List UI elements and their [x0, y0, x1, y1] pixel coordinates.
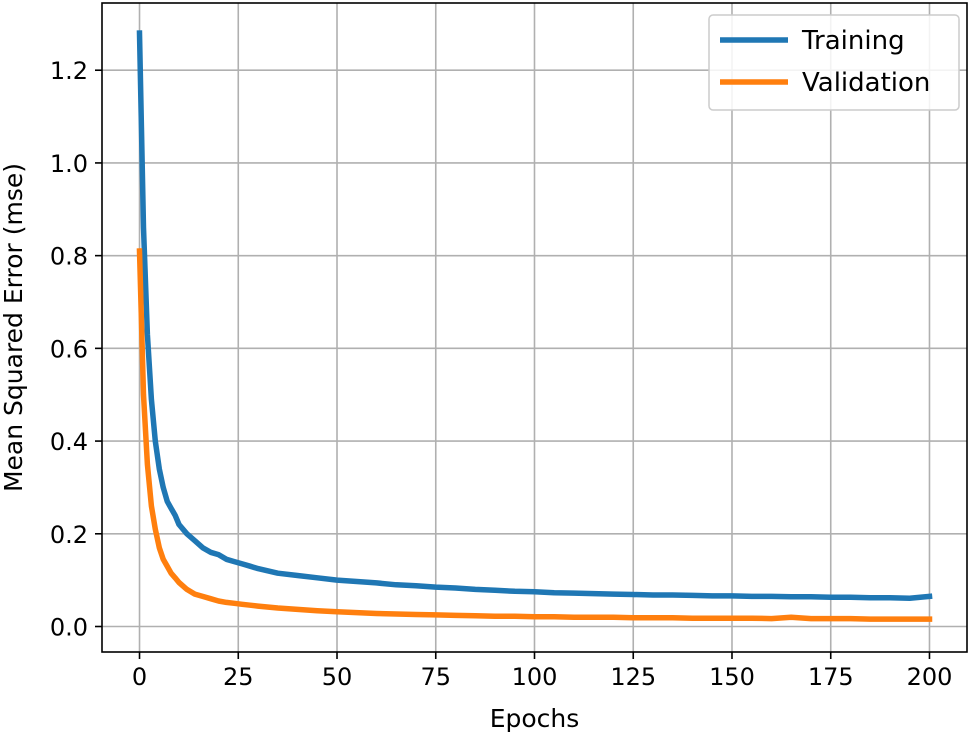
y-tick-label: 0.6 [50, 335, 88, 363]
legend-label-training: Training [801, 26, 905, 56]
legend: Training Validation [708, 14, 960, 111]
x-tick-label: 25 [223, 663, 254, 691]
y-tick-label: 0.0 [50, 614, 88, 642]
x-tick-label: 75 [420, 663, 451, 691]
y-tick-label: 0.2 [50, 521, 88, 549]
axis-ticks: 0 25 50 75 100 125 150 175 200 0.0 0.2 0.4 0.6 0.8 1.0… [50, 57, 953, 691]
y-tick-label: 1.2 [50, 57, 88, 85]
x-tick-label: 125 [610, 663, 656, 691]
x-tick-label: 200 [907, 663, 953, 691]
y-tick-label: 1.0 [50, 150, 88, 178]
grid-lines [102, 3, 967, 652]
x-tick-label: 150 [709, 663, 755, 691]
series-lines [136, 30, 933, 622]
x-tick-label: 50 [322, 663, 353, 691]
x-tick-label: 0 [132, 663, 147, 691]
y-tick-label: 0.4 [50, 428, 88, 456]
y-tick-label: 0.8 [50, 243, 88, 271]
series-line-training [136, 30, 933, 601]
x-tick-label: 100 [512, 663, 558, 691]
x-tick-label: 175 [808, 663, 854, 691]
x-axis-label: Epochs [490, 704, 580, 733]
series-line-validation [136, 248, 933, 622]
y-axis-label: Mean Squared Error (mse) [0, 163, 28, 492]
legend-label-validation: Validation [802, 68, 930, 98]
